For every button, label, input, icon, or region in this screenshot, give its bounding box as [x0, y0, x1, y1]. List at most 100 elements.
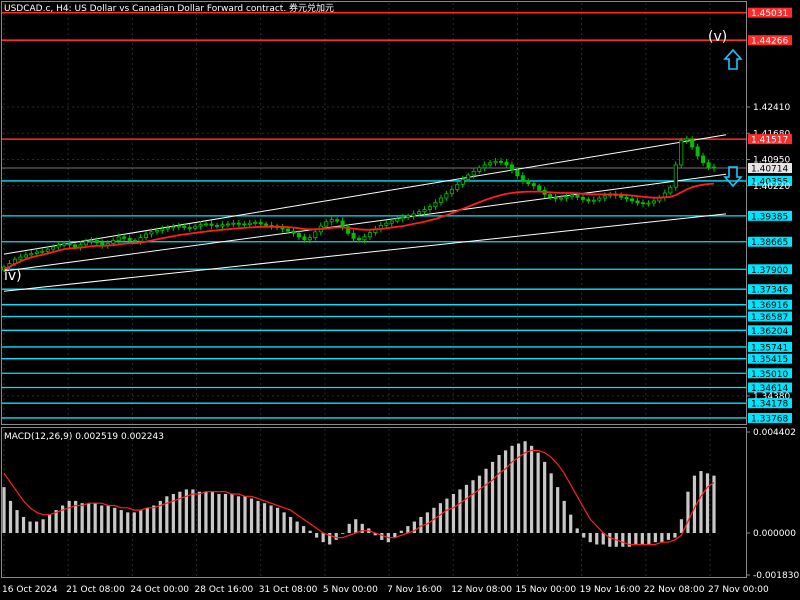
macd-bar — [61, 505, 65, 534]
macd-bar — [569, 514, 573, 534]
macd-bar — [295, 521, 299, 534]
candle-body — [176, 225, 181, 228]
price-level-tag — [748, 175, 792, 186]
price-level-tag — [748, 299, 792, 310]
macd-bar — [510, 445, 514, 534]
candle-body — [695, 146, 700, 157]
macd-bar — [516, 443, 521, 534]
price-level-label: 1.37900 — [751, 266, 788, 276]
price-level-tag — [748, 398, 792, 409]
x-tick-label: 12 Nov 08:00 — [451, 585, 512, 595]
candle-body — [580, 196, 585, 200]
macd-bar — [184, 489, 188, 534]
price-level-tag — [748, 7, 792, 18]
candle-body — [149, 231, 154, 235]
candle-body — [133, 240, 138, 242]
candle-body — [83, 240, 88, 246]
macd-bar — [341, 533, 345, 534]
x-tick-label: 5 Nov 00:00 — [323, 585, 378, 595]
macd-bar — [236, 496, 241, 534]
candle-body — [231, 222, 236, 225]
candle-body — [111, 240, 116, 244]
macd-bar — [445, 498, 449, 534]
candle-body — [34, 251, 39, 254]
price-level-tag — [748, 412, 792, 423]
annotations: (v) iv) — [4, 29, 743, 284]
price-level-tag — [748, 163, 792, 174]
macd-bar — [223, 494, 228, 534]
wave-label-left: iv) — [4, 268, 22, 284]
channel-line — [3, 134, 727, 255]
macd-bar — [458, 489, 462, 534]
macd-bar — [334, 533, 338, 540]
candle-body — [455, 183, 460, 190]
price-level-label: 1.36204 — [751, 327, 788, 337]
candle-body — [673, 164, 678, 188]
macd-bar — [503, 450, 508, 534]
macd-bar — [243, 496, 247, 534]
candle-body — [668, 186, 673, 194]
candle-body — [154, 230, 159, 233]
macd-bar — [34, 521, 39, 534]
candle-body — [389, 220, 394, 224]
candle-body — [471, 170, 476, 176]
ma-line — [3, 182, 715, 271]
candle-body — [335, 219, 340, 222]
macd-bar — [230, 494, 234, 534]
macd-bar — [74, 500, 78, 534]
price-level-label: 1.41517 — [751, 136, 788, 146]
macd-bar — [132, 512, 136, 534]
candle-body — [193, 225, 198, 229]
candle-body — [477, 167, 482, 172]
candle-body — [520, 175, 525, 182]
candle-body — [51, 246, 56, 250]
candle-body — [165, 227, 170, 230]
x-tick-label: 27 Nov 00:00 — [708, 585, 769, 595]
candle-body — [515, 169, 520, 177]
price-level-tag — [748, 264, 792, 275]
price-level-tag — [748, 35, 792, 46]
x-tick-label: 22 Nov 08:00 — [644, 585, 705, 595]
macd-tick-label: -0.001830 — [753, 571, 799, 581]
macd-bar — [204, 491, 208, 534]
x-tick-label: 15 Nov 00:00 — [515, 585, 576, 595]
candle-body — [384, 222, 389, 226]
candle-body — [449, 188, 454, 195]
macd-bar — [647, 533, 651, 545]
macd-bar — [165, 496, 169, 534]
macd-bar — [2, 487, 6, 534]
chart-title: USDCAD.c, H4: US Dollar vs Canadian Doll… — [4, 2, 334, 14]
macd-bar — [328, 533, 332, 545]
candle-body — [116, 236, 121, 241]
candle-body — [62, 242, 67, 246]
candle-body — [597, 197, 602, 201]
macd-bar — [712, 475, 716, 534]
candle-body — [602, 195, 607, 199]
candle-body — [690, 138, 695, 148]
macd-bar — [321, 533, 325, 543]
trend-channel — [3, 134, 727, 292]
price-level-label: 1.45031 — [751, 9, 788, 19]
price-level-label: 1.33768 — [751, 414, 788, 424]
price-levels — [2, 11, 746, 419]
price-level-tag — [748, 311, 792, 322]
candle-body — [646, 202, 651, 205]
price-level-label: 1.40355 — [751, 177, 788, 187]
macd-bar — [15, 510, 19, 534]
candle-body — [340, 220, 345, 228]
main-plot-frame — [1, 1, 747, 425]
candle-body — [482, 164, 487, 169]
axis-labels: 1.450311.442661.424101.416801.415171.409… — [2, 7, 799, 595]
price-level-tag — [748, 134, 792, 145]
candle-body — [127, 237, 132, 241]
candle-body — [78, 244, 83, 248]
macd-bar — [197, 491, 202, 534]
candle-body — [460, 178, 465, 185]
candle-body — [29, 253, 34, 256]
macd-tick-label: 0.000000 — [753, 529, 796, 539]
price-tick-label: 1.40950 — [753, 156, 790, 166]
candle-body — [351, 232, 356, 239]
macd-bar — [41, 519, 45, 534]
macd-bar — [262, 503, 267, 534]
